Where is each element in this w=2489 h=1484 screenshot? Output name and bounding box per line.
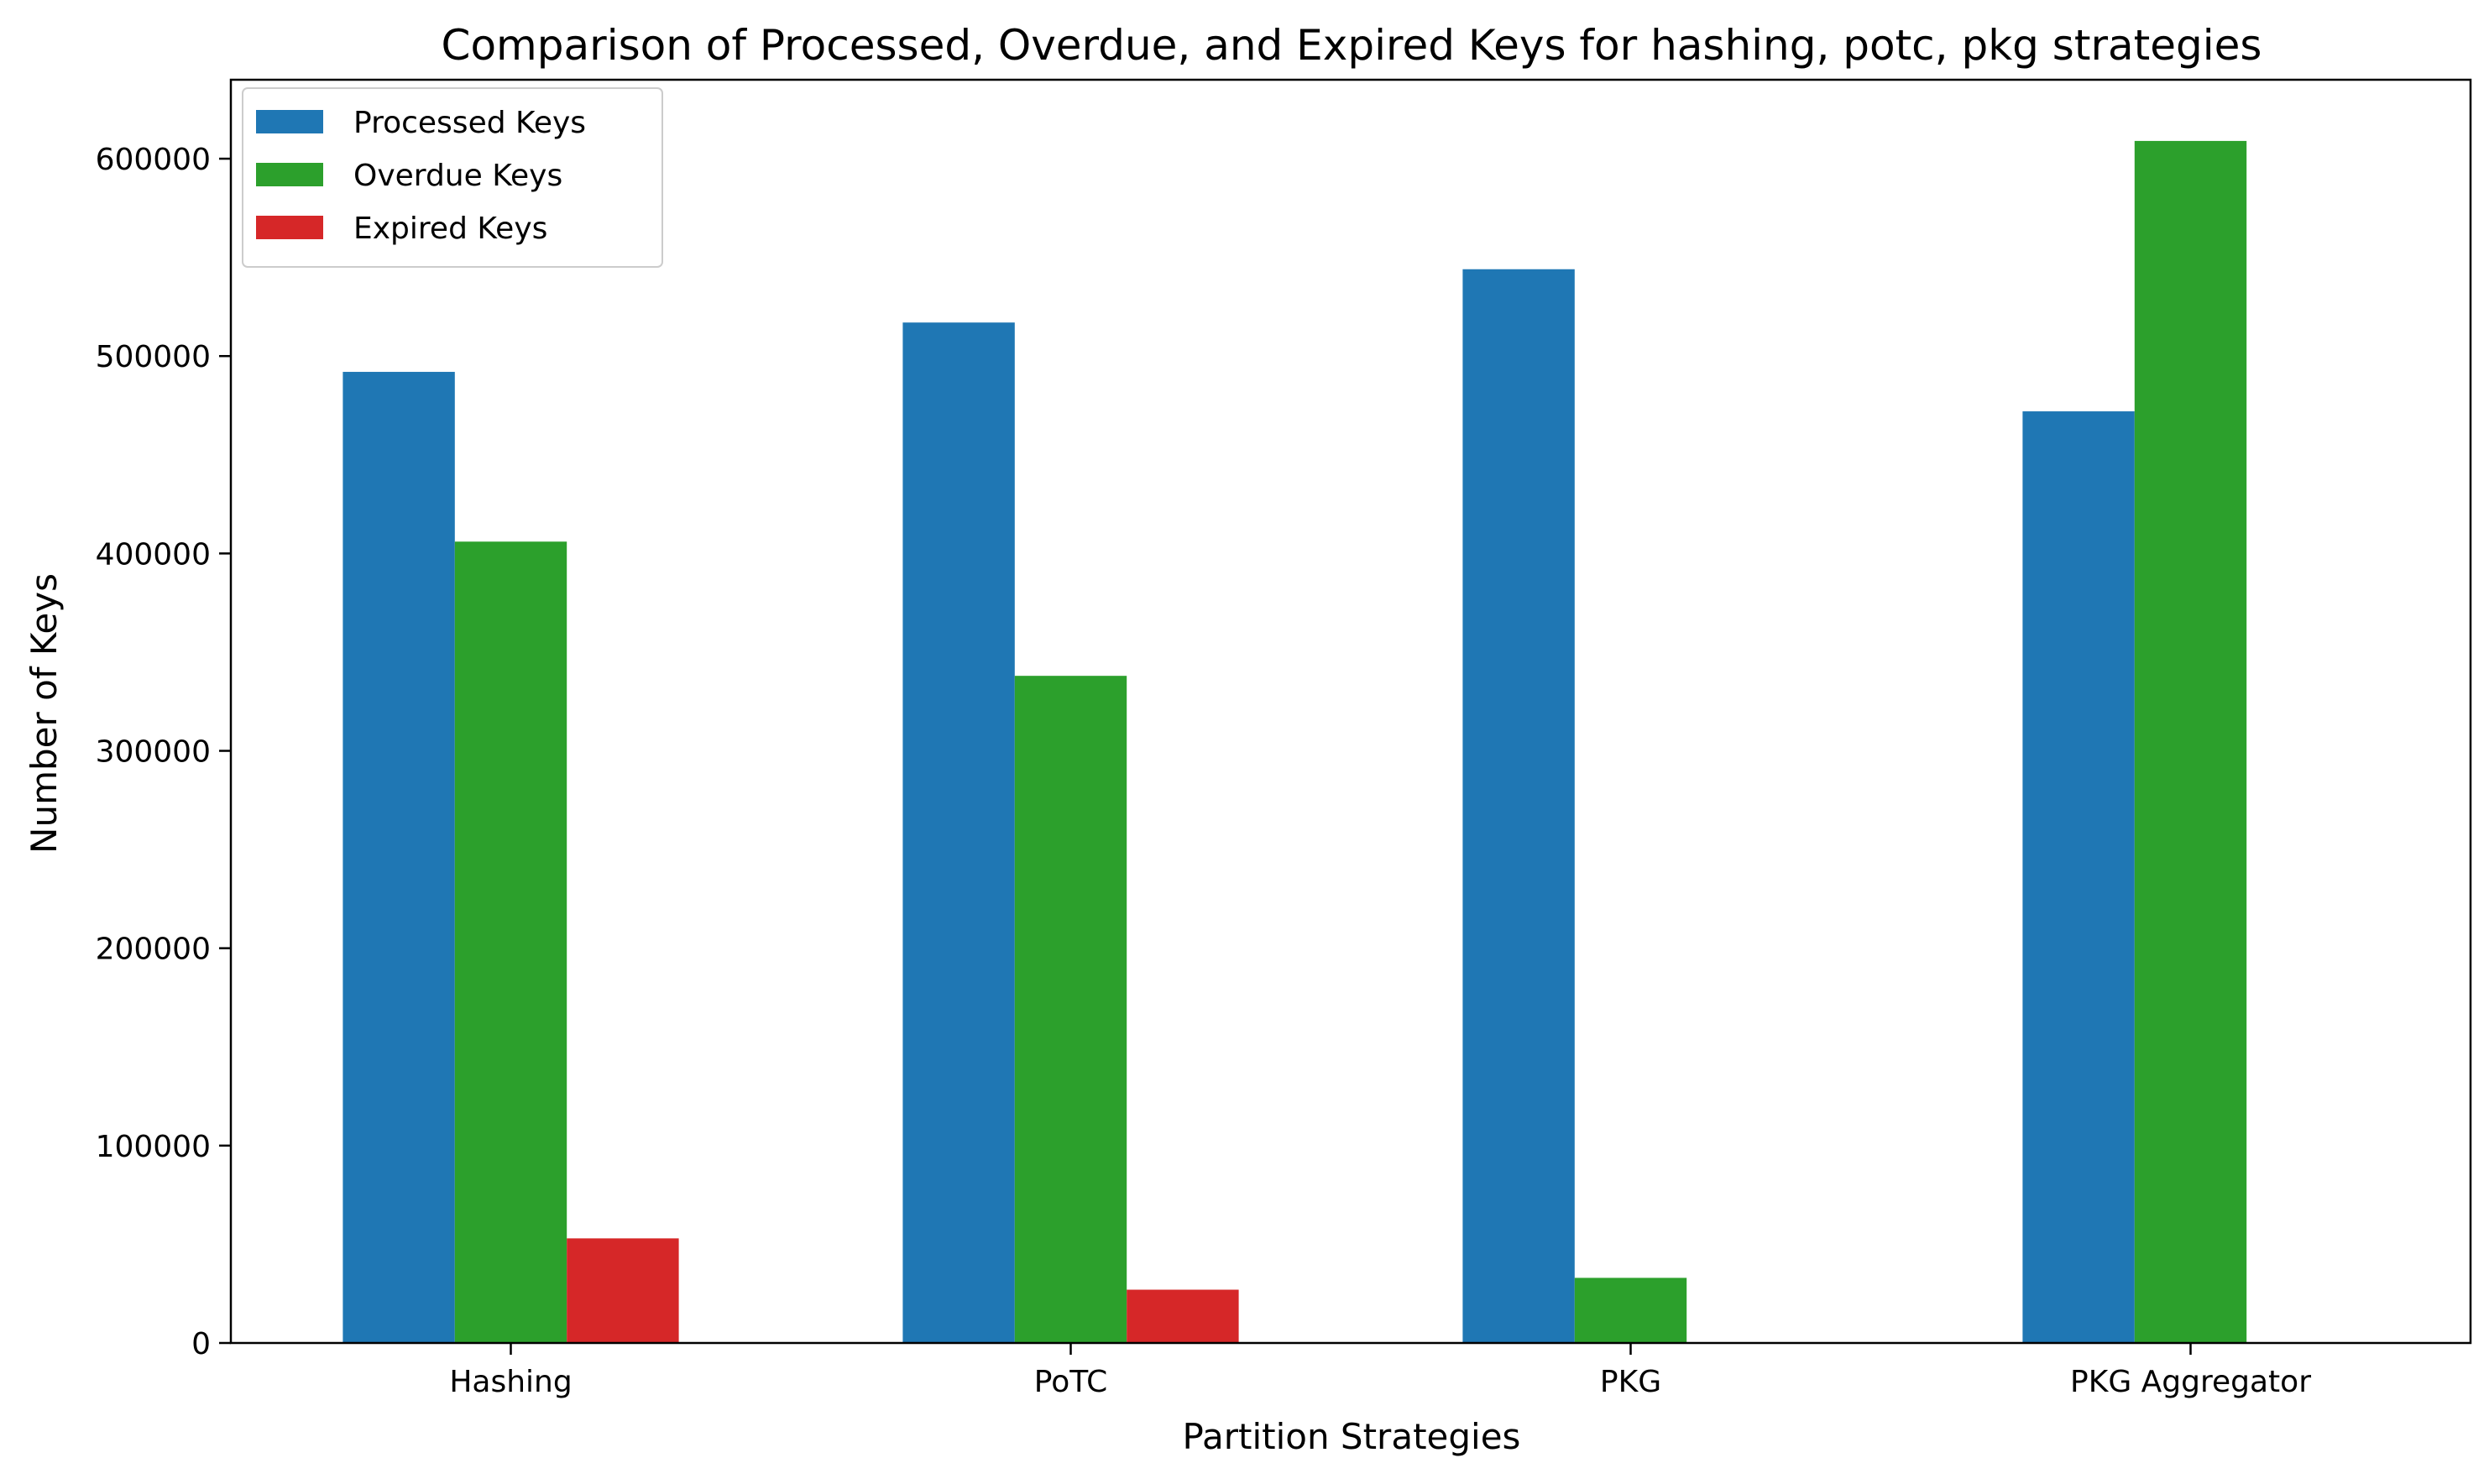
bar-overdue-keys-pkg-aggregator	[2134, 140, 2247, 1343]
bar-overdue-keys-potc	[1014, 676, 1127, 1343]
x-tick-label: Hashing	[449, 1365, 572, 1399]
y-tick-label: 500000	[96, 340, 211, 374]
y-axis-label: Number of Keys	[24, 573, 65, 854]
legend-swatch	[256, 110, 323, 133]
y-tick-label: 600000	[96, 143, 211, 177]
bar-processed-keys-potc	[902, 322, 1015, 1343]
legend-label: Expired Keys	[353, 212, 547, 246]
bar-expired-keys-potc	[1127, 1289, 1239, 1343]
x-tick-label: PKG Aggregator	[2070, 1365, 2311, 1399]
x-tick-label: PKG	[1600, 1365, 1661, 1399]
bars-layer	[342, 140, 2247, 1343]
legend-swatch	[256, 216, 323, 239]
bar-processed-keys-pkg	[1462, 269, 1575, 1343]
plot-frame	[229, 78, 2472, 1345]
y-tick-label: 300000	[96, 735, 211, 770]
bar-overdue-keys-hashing	[454, 541, 567, 1343]
y-tick-label: 400000	[96, 537, 211, 572]
bar-expired-keys-hashing	[567, 1238, 679, 1343]
bar-processed-keys-pkg-aggregator	[2022, 411, 2135, 1343]
legend-label: Overdue Keys	[353, 159, 562, 193]
y-tick-label: 200000	[96, 933, 211, 967]
bar-overdue-keys-pkg	[1574, 1278, 1687, 1343]
legend: Processed Keys Overdue Keys Expired Keys	[242, 87, 663, 268]
x-tick-label: PoTC	[1034, 1365, 1107, 1399]
legend-label: Processed Keys	[353, 106, 586, 140]
x-axis-label: Partition Strategies	[1183, 1416, 1521, 1457]
chart-title: Comparison of Processed, Overdue, and Ex…	[442, 21, 2262, 70]
y-tick-label: 0	[191, 1327, 211, 1361]
y-tick-label: 100000	[96, 1130, 211, 1164]
legend-box	[242, 87, 663, 268]
axes-layer: 0 100000 200000 300000 400000 500000 600000 Has…	[96, 78, 2472, 1399]
bar-processed-keys-hashing	[342, 372, 455, 1343]
legend-swatch	[256, 163, 323, 186]
